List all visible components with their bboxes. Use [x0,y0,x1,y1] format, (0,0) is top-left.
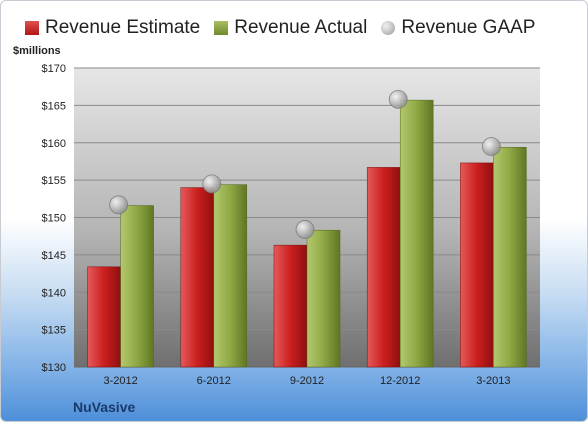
marker-gaap [295,220,315,239]
y-tick-label: $140 [42,287,66,299]
y-tick-label: $165 [42,100,66,112]
bar-estimate [273,244,308,368]
bar-actual [399,99,434,368]
marker-gaap [388,89,408,109]
x-tick-label: 3-2013 [476,375,510,387]
company-name: NuVasive [73,399,136,415]
bar-actual [120,205,154,368]
bar-estimate [366,167,401,368]
y-tick-label: $170 [42,63,66,75]
y-tick-label: $160 [42,138,66,150]
bar-estimate [460,162,494,368]
y-tick-label: $155 [42,175,66,187]
legend-label-gaap: Revenue GAAP [401,17,536,38]
y-tick-label: $145 [42,250,66,262]
bar-estimate [87,266,121,368]
x-tick-label: 12-2012 [380,375,420,387]
x-tick-label: 3-2012 [103,375,137,387]
legend: Revenue Estimate Revenue Actual Revenue … [25,17,549,39]
legend-swatch-estimate [25,21,39,35]
bar-actual [306,229,341,368]
bar-estimate [180,187,215,368]
x-tick-label: 9-2012 [290,375,324,387]
bar-actual [493,146,527,368]
marker-gaap [109,195,128,215]
unit-label: $millions [13,45,61,57]
legend-swatch-actual [214,21,229,35]
y-tick-label: $135 [42,325,66,337]
legend-item-gaap: Revenue GAAP [381,17,535,39]
marker-gaap [481,137,501,156]
x-tick-label: 6-2012 [197,375,231,387]
legend-item-estimate: Revenue Estimate [25,17,200,39]
legend-label-estimate: Revenue Estimate [45,17,201,38]
y-tick-label: $150 [42,213,66,225]
y-tick-label: $130 [42,362,66,374]
bar-actual [213,184,248,368]
legend-swatch-gaap [381,21,396,35]
legend-item-actual: Revenue Actual [214,17,367,39]
legend-label-actual: Revenue Actual [234,17,368,38]
marker-gaap [202,174,222,194]
